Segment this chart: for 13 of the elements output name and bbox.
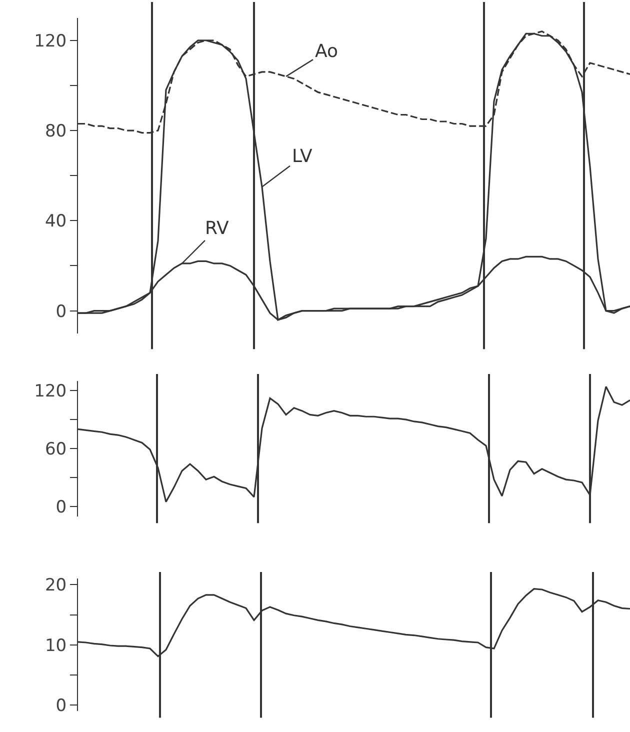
series-label: LV bbox=[292, 146, 314, 167]
y-tick-label: 60 bbox=[44, 440, 67, 460]
y-tick-label: 0 bbox=[56, 696, 67, 716]
series-label: RV bbox=[205, 218, 230, 239]
series-label: Ao bbox=[315, 41, 338, 62]
y-tick-label: 120 bbox=[34, 381, 67, 402]
y-tick-label: 10 bbox=[44, 636, 67, 656]
y-tick-label: 20 bbox=[44, 576, 67, 596]
y-tick-label: 120 bbox=[34, 31, 67, 52]
y-tick-label: 80 bbox=[44, 121, 67, 142]
y-tick-label: 0 bbox=[56, 302, 67, 322]
y-tick-label: 0 bbox=[56, 498, 67, 518]
y-tick-label: 40 bbox=[44, 212, 67, 232]
